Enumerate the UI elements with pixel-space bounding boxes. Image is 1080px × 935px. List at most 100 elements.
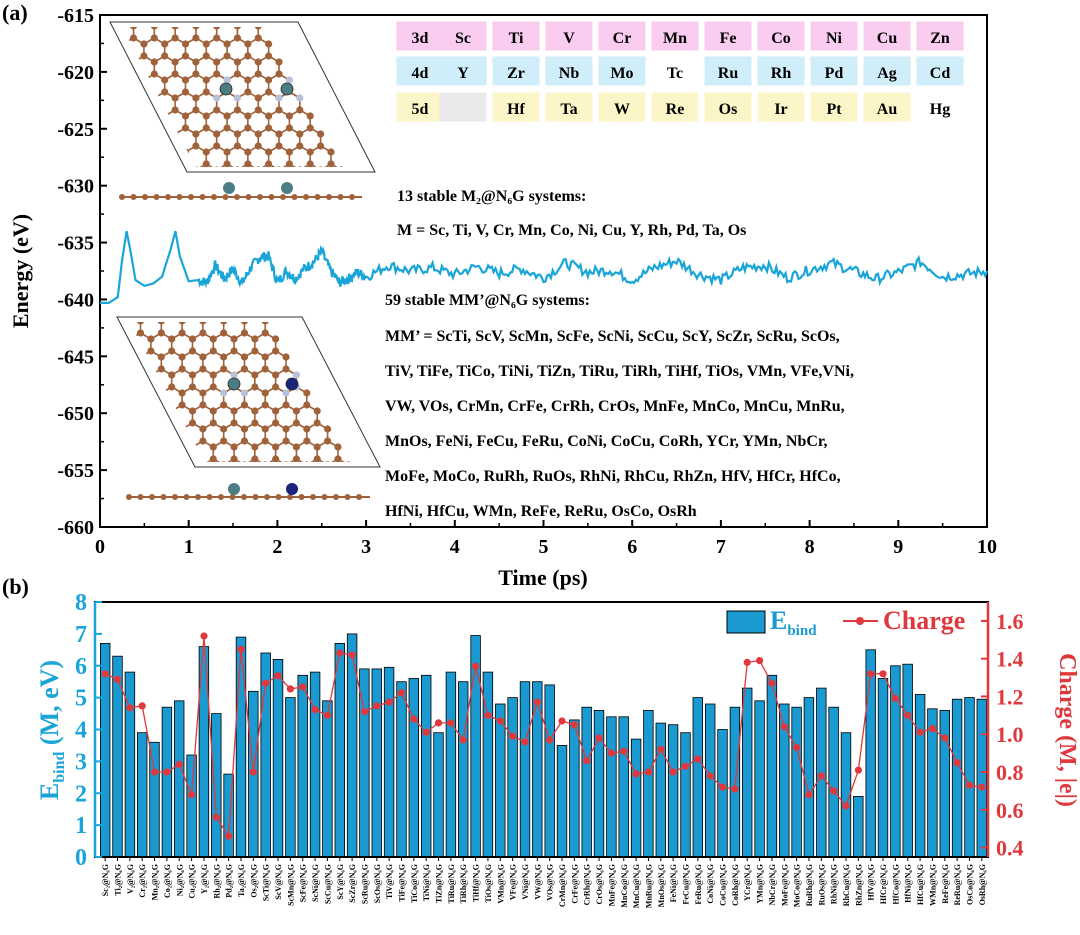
carbon-atom (168, 347, 176, 355)
c-c-bond (206, 200, 216, 206)
carbon-atom (254, 106, 262, 114)
c-c-bond (122, 91, 124, 99)
charge-y-axis-label: Charge (M, |e|) (1054, 653, 1080, 807)
ebind-bar (285, 697, 296, 858)
carbon-atom (181, 124, 190, 132)
carbon-atom (109, 94, 116, 101)
ebind-bar (445, 671, 457, 858)
charge-marker (669, 768, 677, 776)
category-label: VMn@N₆G (496, 864, 505, 904)
carbon-atom (244, 148, 252, 156)
carbon-atom (199, 365, 207, 373)
side-carbon-atom (326, 194, 332, 200)
carbon-atom (261, 425, 269, 433)
c-c-bond (244, 477, 254, 483)
carbon-atom (129, 347, 134, 355)
carbon-atom (230, 443, 238, 451)
carbon-atom (213, 58, 221, 66)
c-c-bond (133, 163, 145, 167)
carbon-atom (136, 389, 145, 397)
ptable-symbol: Cu (877, 30, 898, 47)
carbon-atom (254, 34, 262, 42)
carbon-atom (261, 389, 269, 397)
ebind-bar (495, 703, 506, 858)
ptable-cell (492, 92, 540, 122)
ebind-bar (556, 745, 568, 858)
c-c-bond (78, 369, 88, 375)
charge-marker (817, 772, 825, 780)
ptable-cell (439, 56, 487, 86)
side-carbon-atom (183, 494, 190, 500)
side-carbon-atom (229, 494, 236, 500)
side-carbon-atom (149, 494, 155, 500)
carbon-atom (313, 419, 321, 427)
side-carbon-atom (222, 194, 229, 200)
c-c-bond (196, 200, 206, 206)
c-c-bond (122, 145, 134, 153)
c-c-bond (224, 477, 234, 483)
carbon-atom (181, 52, 190, 60)
carbon-atom (157, 437, 165, 445)
carbon-atom (199, 437, 207, 445)
carbon-atom (192, 70, 200, 78)
ebind-bar (865, 649, 876, 858)
carbon-atom (109, 142, 116, 149)
c-c-bond (182, 477, 192, 483)
charge-marker (508, 732, 517, 740)
carbon-atom (178, 353, 186, 361)
carbon-atom (95, 401, 102, 408)
carbon-atom (199, 389, 207, 397)
charge-marker (225, 832, 233, 840)
carbon-atom (202, 160, 210, 167)
charge-marker (830, 787, 838, 795)
charge-marker (756, 657, 764, 665)
ebind-bar (705, 703, 716, 858)
category-label: CoRh@N₆G (731, 864, 740, 906)
c-c-bond (338, 477, 348, 483)
ebind-bar (729, 706, 741, 858)
ebind-bar (322, 700, 333, 858)
side-carbon-atom (153, 194, 160, 200)
charge-marker (348, 651, 356, 659)
carbon-atom (317, 178, 324, 185)
carbon-atom (282, 365, 290, 373)
carbon-atom (261, 365, 269, 373)
c-c-bond (248, 182, 258, 188)
ebind-bar (667, 724, 679, 858)
ebind-bar (877, 678, 889, 858)
c-c-bond (175, 200, 185, 206)
c-c-bond (129, 440, 131, 448)
c-c-bond (89, 369, 99, 375)
m2-side-view-atoms (119, 182, 355, 200)
charge-marker (299, 683, 307, 691)
charge-marker (706, 772, 714, 780)
c-c-bond (102, 92, 112, 98)
charge-marker (879, 670, 887, 678)
c-c-bond (133, 91, 145, 99)
energy-y-tick-label: -655 (57, 460, 94, 482)
c-c-bond (140, 458, 152, 462)
carbon-atom (106, 371, 113, 378)
carbon-atom (240, 401, 249, 409)
carbon-atom (338, 178, 345, 185)
carbon-atom (254, 142, 262, 150)
ebind-bar (334, 643, 346, 858)
side-carbon-atom (119, 194, 125, 200)
carbon-atom (244, 52, 252, 60)
nitrogen-atom (240, 389, 249, 397)
carbon-atom (88, 34, 95, 41)
carbon-atom (157, 365, 165, 373)
charge-y-tick-label: 0.6 (996, 798, 1024, 823)
carbon-atom (334, 443, 342, 451)
carbon-atom (265, 76, 273, 84)
ptable-symbol: Ag (877, 65, 897, 82)
carbon-atom (54, 329, 61, 336)
c-c-bond (153, 145, 166, 153)
ptable-symbol: Os (719, 101, 738, 118)
category-label: HfCr@N₆G (879, 864, 888, 904)
category-label: TiRh@N₆G (459, 864, 468, 903)
charge-marker (607, 749, 616, 757)
svg-text:Ebind (M, eV): Ebind (M, eV) (35, 660, 68, 800)
ptable-cell (439, 21, 487, 51)
charge-marker (805, 791, 813, 799)
